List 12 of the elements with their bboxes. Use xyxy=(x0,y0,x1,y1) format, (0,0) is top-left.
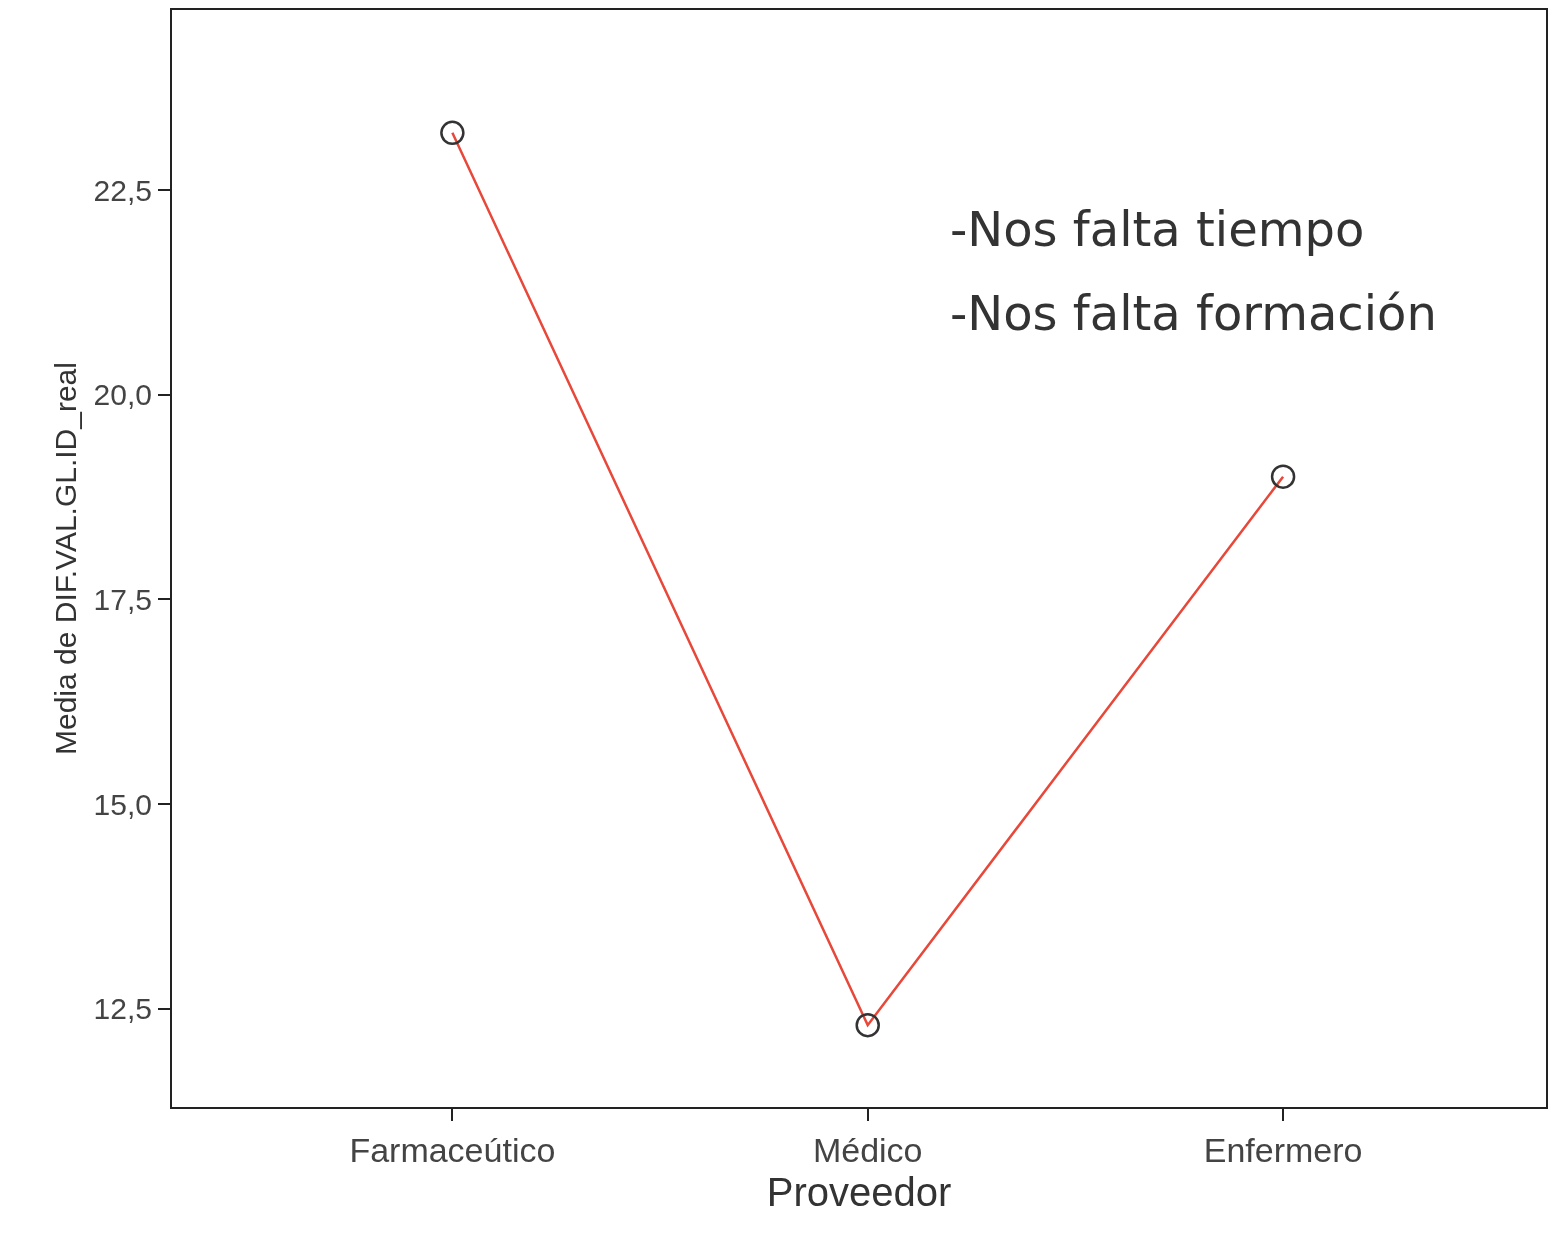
y-axis-title: Media de DIF.VAL.GL.ID_real xyxy=(49,362,83,755)
x-axis-title: Proveedor xyxy=(766,1169,952,1214)
x-tick-label: Enfermero xyxy=(1203,1130,1363,1169)
y-tick-label: 15,0 xyxy=(93,787,152,821)
annotation: -Nos falta tiempo xyxy=(950,201,1365,257)
y-tick-label: 17,5 xyxy=(93,582,152,616)
y-tick-label: 22,5 xyxy=(93,173,152,207)
y-tick-label: 20,0 xyxy=(93,378,152,412)
x-tick-label: Farmaceútico xyxy=(349,1130,556,1169)
x-tick-label: Médico xyxy=(812,1130,923,1169)
y-tick-label: 12,5 xyxy=(93,992,152,1026)
annotation: -Nos falta formación xyxy=(950,285,1437,341)
